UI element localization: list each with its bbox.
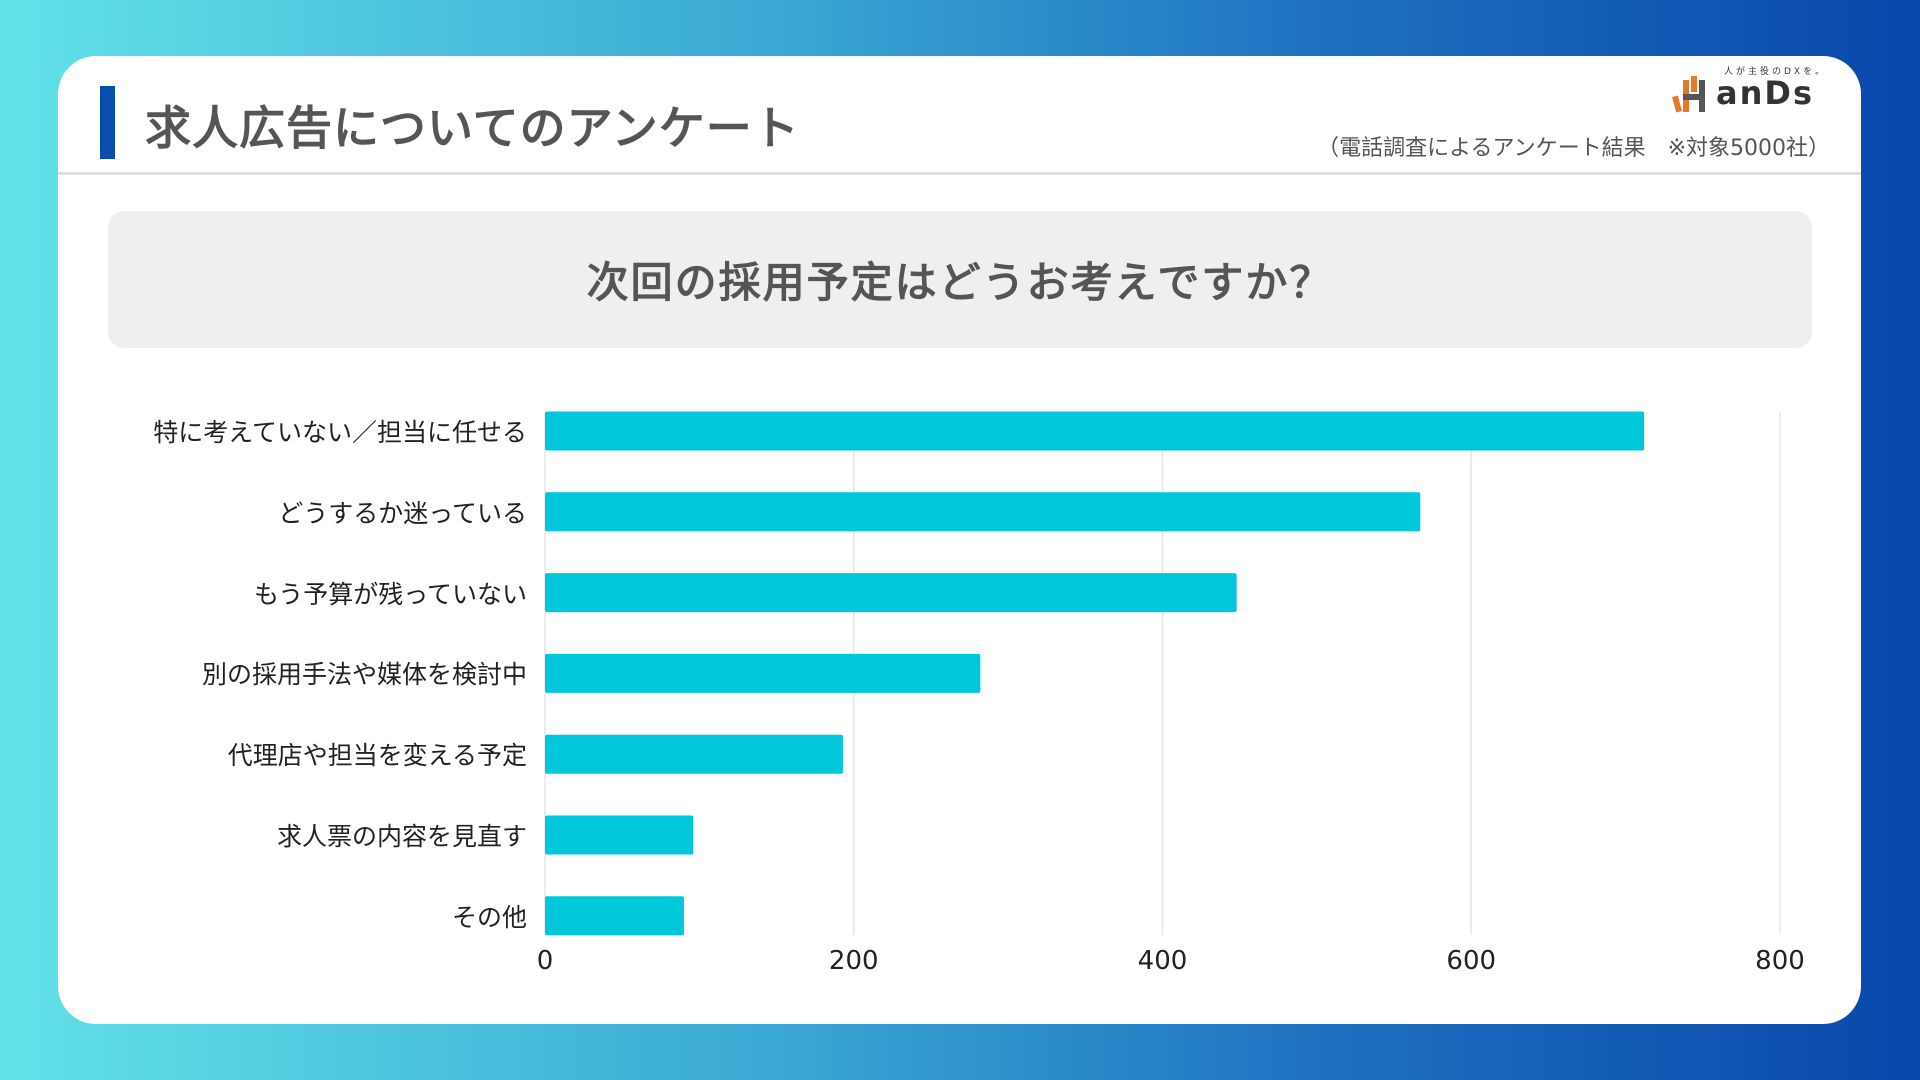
bar [545,653,981,693]
category-label: もう予算が残っていない [253,579,527,609]
category-label: その他 [451,902,527,932]
category-label: 代理店や担当を変える予定 [227,741,527,771]
bar [545,573,1237,613]
bar [545,492,1421,532]
logo-tagline: 人が主役のDXを。 [1724,67,1828,77]
category-label: どうするか迷っている [278,498,527,528]
x-tick-label: 0 [536,946,554,976]
hand-icon [1672,76,1705,113]
logo-wordmark: anDs [1716,74,1814,112]
x-tick-label: 800 [1755,946,1805,976]
x-tick-label: 600 [1446,946,1497,976]
bar [545,896,684,936]
survey-note: （電話調査によるアンケート結果 ※対象5000社） [1317,136,1830,161]
question-box: 次回の採用予定はどうお考えですか？ [108,211,1812,348]
bar [545,411,1645,451]
category-label: 別の採用手法や媒体を検討中 [201,660,527,690]
category-label: 特に考えていない／担当に任せる [153,418,527,447]
category-label: 求人票の内容を見直す [276,822,527,851]
question-text: 次回の採用予定はどうお考えですか？ [586,258,1334,307]
x-tick-label: 400 [1137,946,1188,976]
x-tick-label: 200 [828,946,879,976]
bar [545,734,843,774]
title-accent-bar [100,86,115,159]
header-divider [58,172,1861,175]
hands-logo: 人が主役のDXを。 anDs [1672,64,1824,114]
bar [545,815,694,855]
page-title: 求人広告についてのアンケート [145,101,800,155]
